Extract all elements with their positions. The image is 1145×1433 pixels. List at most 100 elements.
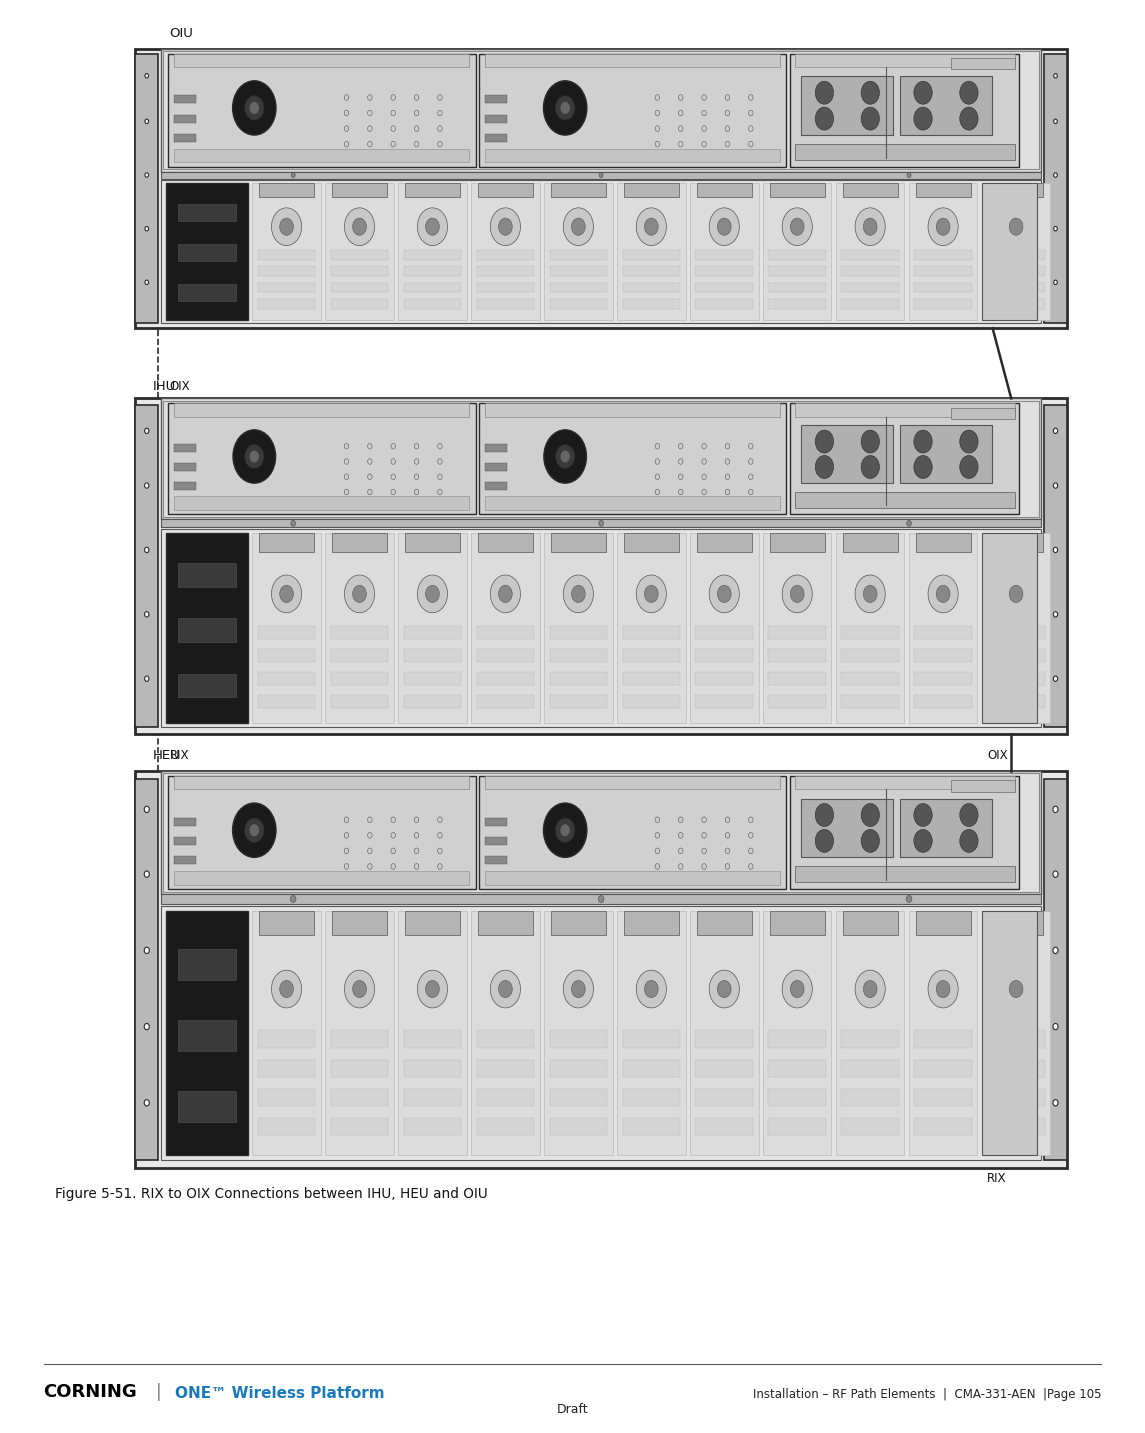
Circle shape	[390, 443, 395, 449]
Bar	[476, 626, 535, 639]
Circle shape	[907, 173, 911, 178]
Circle shape	[345, 208, 374, 245]
Bar	[623, 649, 680, 662]
Bar	[842, 649, 899, 662]
Circle shape	[1053, 119, 1057, 123]
Circle shape	[144, 676, 149, 681]
Circle shape	[861, 804, 879, 827]
Circle shape	[702, 474, 706, 480]
Circle shape	[291, 520, 295, 526]
Circle shape	[861, 107, 879, 130]
Bar	[177, 674, 236, 698]
Bar	[836, 911, 905, 1155]
Bar	[768, 299, 826, 308]
Bar	[161, 519, 1041, 527]
Bar	[623, 299, 680, 308]
Circle shape	[749, 474, 753, 480]
Bar	[544, 183, 613, 320]
Circle shape	[679, 110, 682, 116]
Bar	[485, 149, 780, 162]
Bar	[161, 172, 1041, 179]
Circle shape	[437, 142, 442, 148]
Bar	[398, 183, 467, 320]
Circle shape	[368, 864, 372, 870]
Circle shape	[960, 107, 978, 130]
Bar	[950, 781, 1014, 791]
Bar	[987, 1060, 1045, 1076]
Circle shape	[725, 459, 729, 464]
Bar	[485, 53, 780, 67]
Circle shape	[414, 443, 419, 449]
Bar	[485, 96, 507, 103]
Bar	[987, 282, 1045, 292]
Circle shape	[232, 80, 276, 135]
Bar	[842, 1089, 899, 1106]
Circle shape	[145, 226, 149, 231]
Circle shape	[937, 980, 950, 997]
Circle shape	[345, 110, 349, 116]
Bar	[550, 1118, 607, 1135]
Circle shape	[414, 110, 419, 116]
Circle shape	[232, 430, 276, 483]
Circle shape	[437, 459, 442, 464]
Bar	[987, 1089, 1045, 1106]
Text: HEU: HEU	[152, 749, 180, 762]
Bar	[485, 444, 507, 451]
Circle shape	[498, 218, 512, 235]
Bar	[174, 496, 469, 510]
Bar	[795, 145, 1014, 160]
Bar	[695, 299, 753, 308]
Circle shape	[368, 833, 372, 838]
Bar	[915, 1118, 972, 1135]
Bar	[623, 267, 680, 277]
Bar	[623, 672, 680, 685]
Bar	[174, 775, 469, 790]
Circle shape	[245, 444, 263, 469]
Text: CORNING: CORNING	[44, 1383, 137, 1401]
Circle shape	[1053, 871, 1058, 877]
Circle shape	[345, 474, 349, 480]
Circle shape	[725, 95, 729, 100]
Bar	[981, 533, 1036, 724]
Bar	[166, 183, 247, 320]
Text: Draft: Draft	[556, 1403, 589, 1416]
Circle shape	[679, 95, 682, 100]
Circle shape	[790, 980, 804, 997]
Bar	[981, 183, 1050, 320]
Bar	[915, 1030, 972, 1048]
Circle shape	[1001, 575, 1032, 613]
Bar	[259, 533, 314, 552]
Bar	[252, 533, 321, 724]
Bar	[988, 911, 1043, 936]
Circle shape	[490, 970, 521, 1007]
Bar	[695, 695, 753, 708]
Circle shape	[861, 430, 879, 453]
Bar	[842, 249, 899, 259]
Circle shape	[390, 110, 395, 116]
Bar	[163, 774, 1040, 891]
Circle shape	[571, 980, 585, 997]
Circle shape	[709, 208, 740, 245]
Circle shape	[679, 142, 682, 148]
Circle shape	[250, 450, 259, 463]
Bar	[950, 59, 1014, 69]
Bar	[332, 911, 387, 936]
Circle shape	[250, 824, 259, 837]
Circle shape	[679, 489, 682, 494]
Circle shape	[144, 947, 149, 953]
Circle shape	[279, 218, 293, 235]
Circle shape	[709, 970, 740, 1007]
Circle shape	[437, 489, 442, 494]
Bar	[768, 695, 826, 708]
Bar	[252, 911, 321, 1155]
Bar	[842, 695, 899, 708]
Bar	[477, 533, 532, 552]
Circle shape	[679, 833, 682, 838]
Bar	[950, 407, 1014, 418]
Circle shape	[279, 585, 293, 602]
Bar	[177, 284, 236, 301]
Bar	[161, 49, 1041, 172]
Circle shape	[345, 848, 349, 854]
Bar	[174, 444, 196, 451]
Circle shape	[749, 110, 753, 116]
